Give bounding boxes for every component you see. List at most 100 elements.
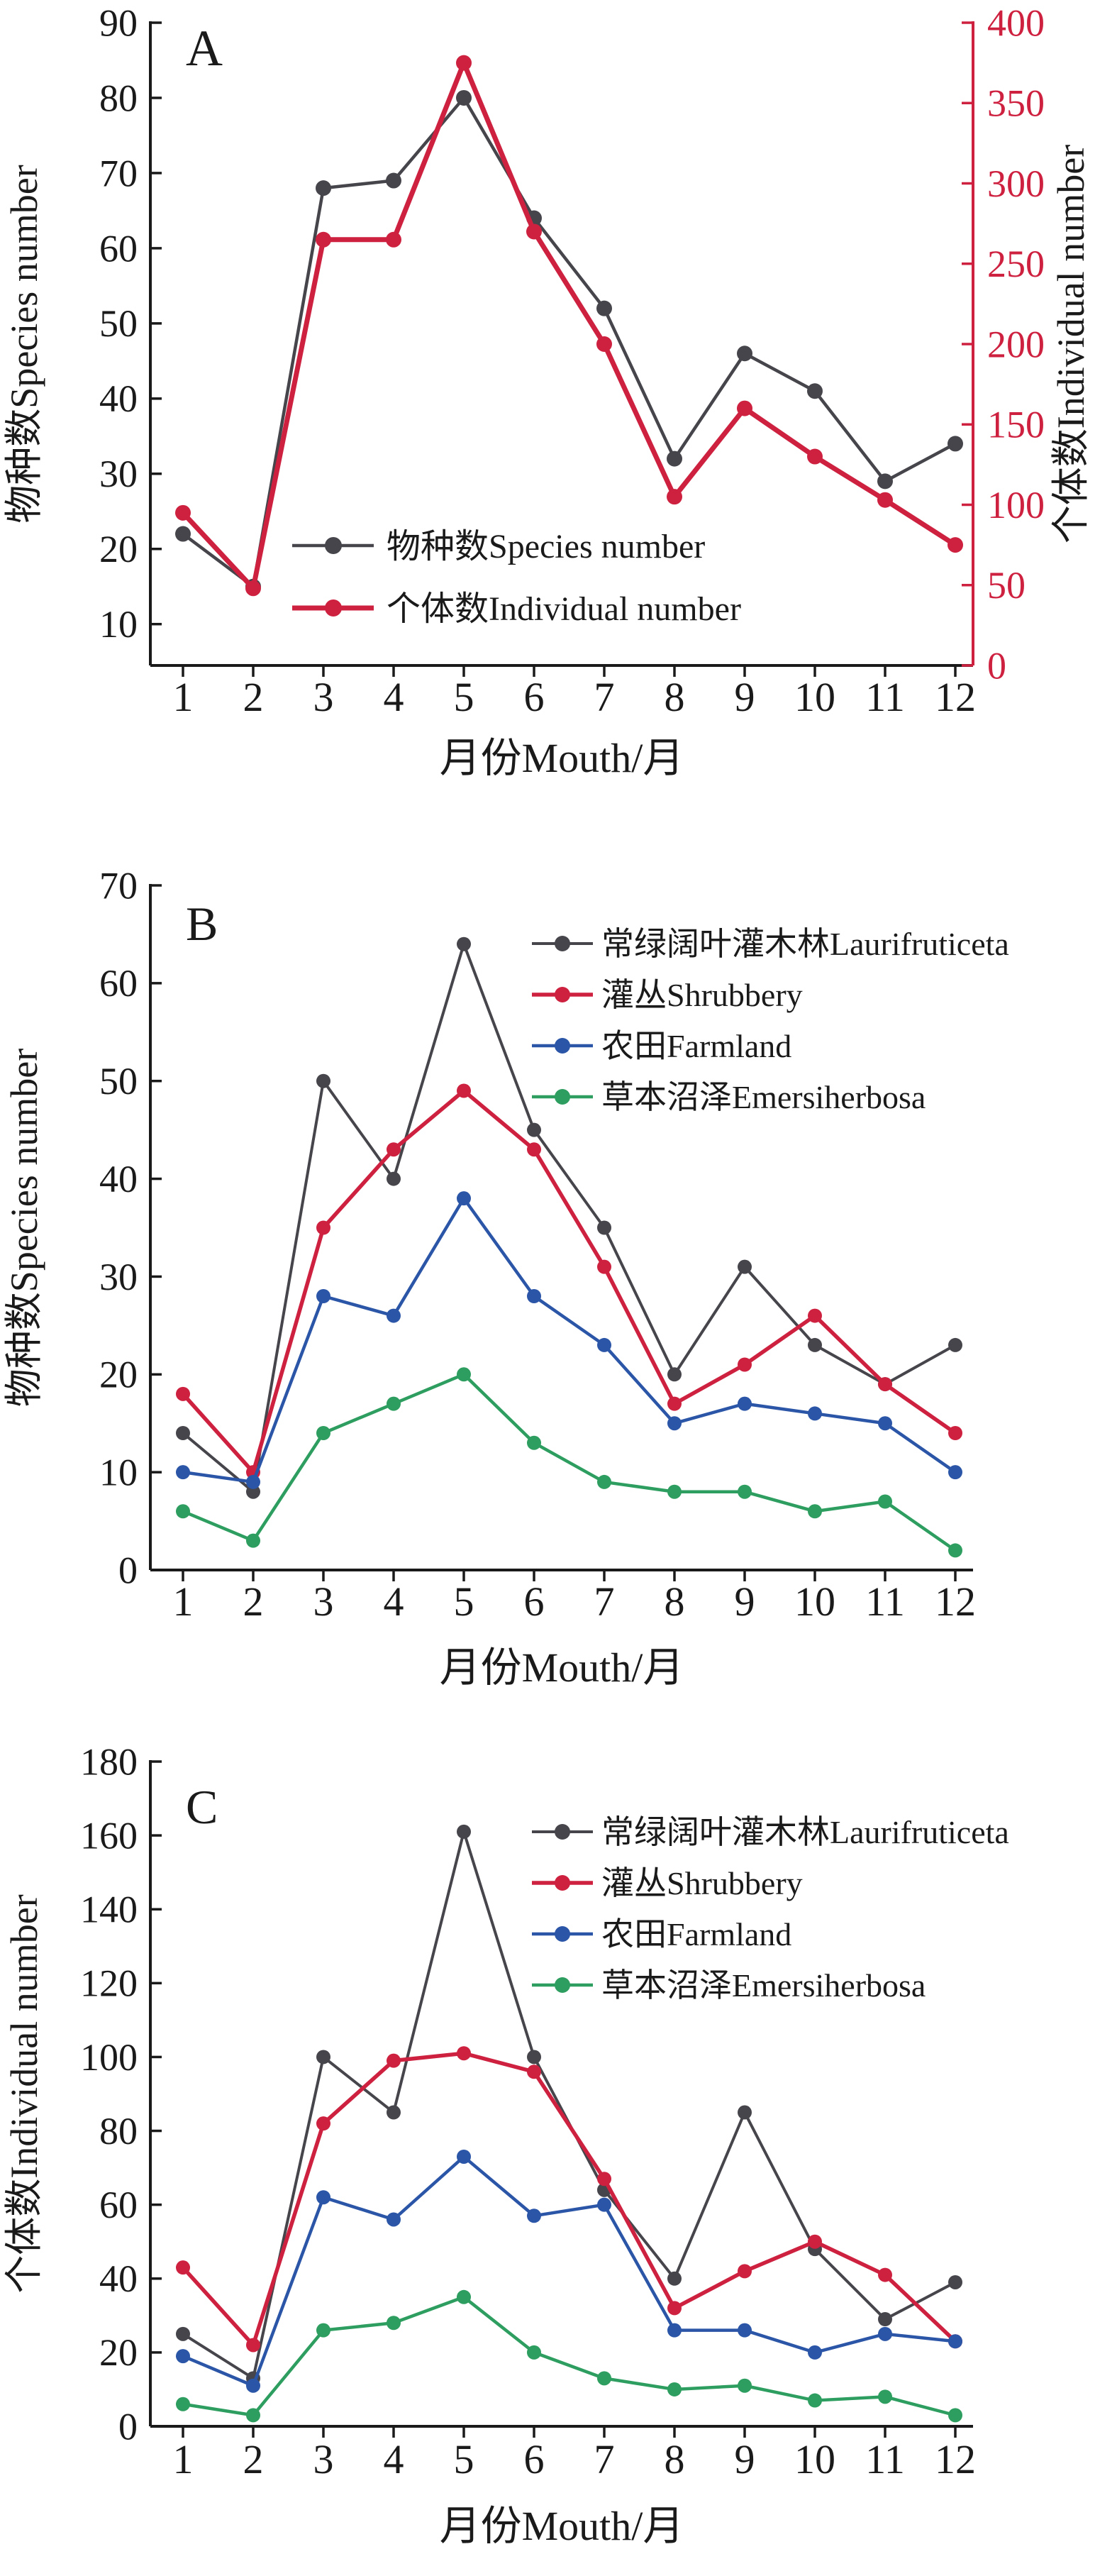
series-line — [181, 60, 957, 591]
series-0 — [175, 89, 963, 595]
x-tick-label: 10 — [794, 2436, 835, 2482]
data-point — [246, 2378, 260, 2393]
data-point — [246, 1533, 260, 1548]
data-point — [947, 436, 963, 452]
y-axis-title-right: 个体数Individual number — [1050, 145, 1092, 543]
legend-item: 常绿阔叶灌木林Laurifruticeta — [532, 1814, 1009, 1850]
data-point — [808, 2345, 822, 2360]
legend-marker-icon — [555, 1977, 570, 1993]
data-point — [738, 2105, 752, 2120]
y-tick-right-label: 200 — [987, 323, 1045, 365]
series-line — [182, 2155, 956, 2387]
x-tick-label: 6 — [524, 1579, 545, 1625]
y-tick-label: 0 — [118, 2405, 138, 2448]
y-tick-label: 20 — [99, 1354, 138, 1396]
legend-marker-icon — [555, 1824, 570, 1840]
y-tick-label: 100 — [80, 2036, 138, 2079]
series-line — [181, 1088, 957, 1474]
data-point — [948, 1337, 962, 1352]
legend-marker-icon — [555, 1875, 570, 1891]
legend: 常绿阔叶灌木林Laurifruticeta 灌丛Shrubbery 农田Farmla… — [532, 926, 1009, 1115]
data-point — [387, 1308, 401, 1323]
data-point — [316, 1289, 330, 1303]
data-point — [457, 1367, 471, 1382]
legend-marker-icon — [555, 936, 570, 951]
legend-label: 草本沼泽Emersiherbosa — [601, 1967, 926, 2003]
data-point — [457, 1824, 471, 1839]
series-line — [182, 1830, 956, 2380]
x-tick-label: 9 — [735, 674, 755, 720]
x-axis-title: 月份Mouth/月 — [440, 2503, 684, 2549]
data-point — [878, 1494, 892, 1509]
x-tick-label: 6 — [524, 674, 545, 720]
legend-item: 灌丛Shrubbery — [532, 977, 803, 1013]
data-point — [808, 2393, 822, 2408]
data-point — [738, 1484, 752, 1499]
legend-label: 常绿阔叶灌木林Laurifruticeta — [601, 1814, 1009, 1850]
x-axis-title: 月份Mouth/月 — [440, 735, 684, 781]
data-point — [176, 2397, 190, 2411]
data-point — [667, 1396, 682, 1411]
y-tick-right-label: 300 — [987, 162, 1045, 205]
legend-item: 农田Farmland — [532, 1028, 791, 1064]
data-point — [947, 537, 963, 553]
data-point — [456, 89, 472, 106]
series-2 — [176, 2149, 962, 2393]
legend-item: 农田Farmland — [532, 1916, 791, 1952]
x-tick-label: 9 — [735, 1579, 755, 1625]
chart-A-svg: 10 20 30 40 50 60 70 80 90 0 50 100 150 200 250 300 350 4… — [3, 1, 1092, 781]
data-point — [316, 180, 331, 197]
data-point — [246, 1474, 260, 1489]
data-point — [316, 2190, 330, 2205]
legend-label: 农田Farmland — [601, 1028, 791, 1064]
data-point — [667, 2323, 682, 2338]
series-1 — [176, 1083, 962, 1480]
x-tick-label: 2 — [243, 674, 264, 720]
y-tick-label: 70 — [99, 152, 138, 194]
x-tick-label: 3 — [313, 674, 334, 720]
series-line — [182, 1373, 957, 1552]
data-point — [527, 2064, 541, 2079]
x-tick-label: 11 — [865, 2436, 905, 2482]
data-point — [457, 1083, 471, 1098]
data-point — [527, 1122, 541, 1137]
y-tick-right-label: 150 — [987, 404, 1045, 446]
series-2 — [176, 1191, 962, 1489]
data-point — [738, 1259, 752, 1274]
data-point — [387, 2212, 401, 2227]
series-3 — [176, 2289, 962, 2423]
data-point — [596, 336, 612, 352]
x-tick-label: 4 — [384, 1579, 404, 1625]
data-point — [387, 2316, 401, 2331]
data-point — [878, 1416, 892, 1431]
x-tick-label: 7 — [594, 1579, 615, 1625]
x-tick-label: 4 — [384, 2436, 404, 2482]
legend-label: 个体数Individual number — [387, 590, 741, 628]
data-point — [176, 2349, 190, 2364]
legend-label: 草本沼泽Emersiherbosa — [601, 1079, 926, 1115]
series-line — [182, 2295, 956, 2417]
y-tick-right-label: 350 — [987, 82, 1045, 125]
data-point — [596, 300, 612, 316]
data-point — [948, 2334, 962, 2349]
y-tick-label: 160 — [80, 1814, 138, 1857]
data-point — [738, 2264, 752, 2279]
data-point — [737, 400, 752, 416]
x-tick-label: 11 — [865, 1579, 905, 1625]
data-point — [807, 448, 823, 465]
series-0 — [176, 1824, 962, 2386]
legend-item: 常绿阔叶灌木林Laurifruticeta — [532, 926, 1009, 962]
data-point — [597, 1474, 611, 1489]
x-tick-label: 10 — [794, 1579, 835, 1625]
legend-marker-icon — [555, 1089, 570, 1105]
y-tick-label: 10 — [99, 603, 138, 646]
data-point — [246, 2338, 260, 2353]
data-point — [667, 489, 682, 505]
series-line — [182, 1196, 957, 1484]
x-tick-label: 3 — [313, 2436, 334, 2482]
data-point — [807, 383, 823, 399]
data-point — [667, 1484, 682, 1499]
data-point — [597, 1337, 611, 1352]
